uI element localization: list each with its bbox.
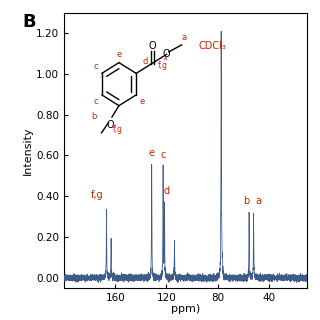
- Text: B: B: [23, 13, 36, 31]
- Text: d: d: [164, 186, 170, 196]
- X-axis label: ppm): ppm): [171, 304, 200, 314]
- Text: f,g: f,g: [91, 190, 104, 200]
- Y-axis label: Intensity: Intensity: [23, 126, 33, 175]
- Text: b: b: [243, 196, 249, 206]
- Text: a: a: [256, 196, 261, 206]
- Text: CDCl₃: CDCl₃: [198, 41, 226, 51]
- Text: e: e: [149, 148, 155, 157]
- Text: c: c: [160, 149, 166, 160]
